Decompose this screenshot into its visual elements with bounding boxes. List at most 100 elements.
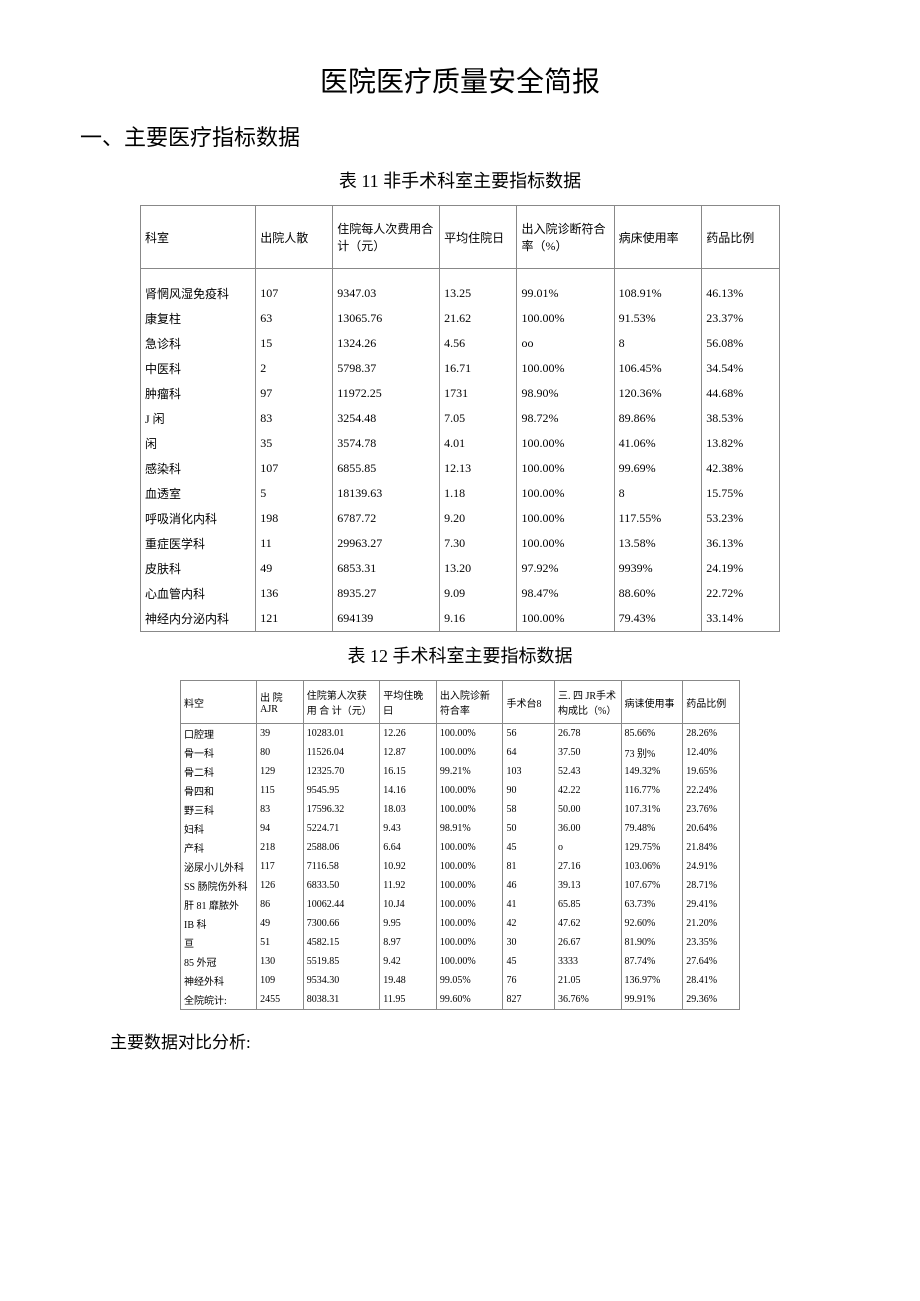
table-row: 产科2182588.066.64100.00%45o129.75%21.84% bbox=[181, 838, 740, 857]
table-cell: 12.87 bbox=[380, 743, 437, 762]
table-cell: 98.47% bbox=[517, 581, 614, 606]
table-cell: 81 bbox=[503, 857, 555, 876]
table-cell: 8935.27 bbox=[333, 581, 440, 606]
table-cell: 骨四和 bbox=[181, 781, 257, 800]
table-cell: 18139.63 bbox=[333, 481, 440, 506]
table-cell: oo bbox=[517, 331, 614, 356]
table12-caption: 表 12 手术科室主要指标数据 bbox=[80, 642, 840, 668]
table-row: 85 外冠1305519.859.42100.00%45333387.74%27… bbox=[181, 952, 740, 971]
table-cell: 79.48% bbox=[621, 819, 683, 838]
table-cell: 21.84% bbox=[683, 838, 740, 857]
table-cell: 9.16 bbox=[440, 606, 517, 632]
table-cell: 12.13 bbox=[440, 456, 517, 481]
table-cell: 22.72% bbox=[702, 581, 780, 606]
col-header: 出入院诊新符合率 bbox=[436, 681, 503, 724]
table-cell: 107.31% bbox=[621, 800, 683, 819]
table-cell: 肾惘风湿免疫科 bbox=[141, 269, 256, 307]
table-cell: 34.54% bbox=[702, 356, 780, 381]
table-cell: 94 bbox=[257, 819, 304, 838]
table-row: 肝 81 靡脓外8610062.4410.J4100.00%4165.8563.… bbox=[181, 895, 740, 914]
table-cell: 42.38% bbox=[702, 456, 780, 481]
table-cell: 皮肤科 bbox=[141, 556, 256, 581]
table-cell: 100.00% bbox=[517, 306, 614, 331]
table-cell: SS 肠院伤外科 bbox=[181, 876, 257, 895]
table-cell: 98.90% bbox=[517, 381, 614, 406]
table-cell: 14.16 bbox=[380, 781, 437, 800]
table-cell: 35 bbox=[256, 431, 333, 456]
table-cell: 99.91% bbox=[621, 990, 683, 1010]
table-cell: 血透室 bbox=[141, 481, 256, 506]
table-cell: 6853.31 bbox=[333, 556, 440, 581]
table-cell: 89.86% bbox=[614, 406, 702, 431]
table-row: 心血管内科1368935.279.0998.47%88.60%22.72% bbox=[141, 581, 780, 606]
table-cell: 10283.01 bbox=[303, 724, 379, 744]
table-cell: 28.71% bbox=[683, 876, 740, 895]
table-cell: 41 bbox=[503, 895, 555, 914]
table-cell: 129 bbox=[257, 762, 304, 781]
table-row: 急诊科151324.264.56oo856.08% bbox=[141, 331, 780, 356]
table-cell: 27.16 bbox=[555, 857, 622, 876]
table-cell: 24.19% bbox=[702, 556, 780, 581]
table-cell: 99.01% bbox=[517, 269, 614, 307]
table-cell: 3574.78 bbox=[333, 431, 440, 456]
table-row: 口腔理3910283.0112.26100.00%5626.7885.66%28… bbox=[181, 724, 740, 744]
table-cell: 全院皖计: bbox=[181, 990, 257, 1010]
table-cell: 136 bbox=[256, 581, 333, 606]
table-cell: 99.05% bbox=[436, 971, 503, 990]
table-cell: 1.18 bbox=[440, 481, 517, 506]
table-cell: 109 bbox=[257, 971, 304, 990]
table-cell: 30 bbox=[503, 933, 555, 952]
table-cell: 198 bbox=[256, 506, 333, 531]
table-cell: 重症医学科 bbox=[141, 531, 256, 556]
table-cell: 康复柱 bbox=[141, 306, 256, 331]
table-cell: 827 bbox=[503, 990, 555, 1010]
table-cell: 107 bbox=[256, 456, 333, 481]
col-header: 病床使用率 bbox=[614, 206, 702, 269]
table-cell: 100.00% bbox=[436, 838, 503, 857]
table-cell: 12.26 bbox=[380, 724, 437, 744]
table-cell: 2588.06 bbox=[303, 838, 379, 857]
table-cell: 56.08% bbox=[702, 331, 780, 356]
table-cell: 6833.50 bbox=[303, 876, 379, 895]
table-cell: 100.00% bbox=[436, 933, 503, 952]
col-header: 住院每人次费用合计（元） bbox=[333, 206, 440, 269]
table-row: 感染科1076855.8512.13100.00%99.69%42.38% bbox=[141, 456, 780, 481]
table-cell: 100.00% bbox=[436, 800, 503, 819]
col-header: 住院第人次获 用 合 计（元） bbox=[303, 681, 379, 724]
table-cell: 19.65% bbox=[683, 762, 740, 781]
table-cell: 86 bbox=[257, 895, 304, 914]
table-row: 全院皖计:24558038.3111.9599.60%82736.76%99.9… bbox=[181, 990, 740, 1010]
table-cell: 100.00% bbox=[517, 481, 614, 506]
col-header: 出入院诊断符合率（%） bbox=[517, 206, 614, 269]
table-cell: 39 bbox=[257, 724, 304, 744]
table-cell: 116.77% bbox=[621, 781, 683, 800]
footer-analysis-label: 主要数据对比分析: bbox=[110, 1028, 840, 1053]
table-cell: 中医科 bbox=[141, 356, 256, 381]
table-cell: 7.30 bbox=[440, 531, 517, 556]
table-cell: 98.72% bbox=[517, 406, 614, 431]
table-cell: 115 bbox=[257, 781, 304, 800]
table-cell: 29963.27 bbox=[333, 531, 440, 556]
table-cell: 18.03 bbox=[380, 800, 437, 819]
table-cell: 肿瘤科 bbox=[141, 381, 256, 406]
table-cell: 90 bbox=[503, 781, 555, 800]
table-cell: 5224.71 bbox=[303, 819, 379, 838]
table-cell: 100.00% bbox=[517, 606, 614, 632]
table-cell: 急诊科 bbox=[141, 331, 256, 356]
table-cell: 76 bbox=[503, 971, 555, 990]
table-cell: IB 科 bbox=[181, 914, 257, 933]
col-header: 手术台8 bbox=[503, 681, 555, 724]
table-cell: J 闲 bbox=[141, 406, 256, 431]
table-cell: 100.00% bbox=[436, 952, 503, 971]
doc-title: 医院医疗质量安全简报 bbox=[80, 60, 840, 100]
table-cell: 19.48 bbox=[380, 971, 437, 990]
table-cell: 21.20% bbox=[683, 914, 740, 933]
table-cell: 17596.32 bbox=[303, 800, 379, 819]
col-header: 出 院AJR bbox=[257, 681, 304, 724]
table-cell: 心血管内科 bbox=[141, 581, 256, 606]
table-cell: 85 外冠 bbox=[181, 952, 257, 971]
table-cell: 2455 bbox=[257, 990, 304, 1010]
table-cell: 10.92 bbox=[380, 857, 437, 876]
table-cell: 100.00% bbox=[436, 781, 503, 800]
table-cell: 7300.66 bbox=[303, 914, 379, 933]
